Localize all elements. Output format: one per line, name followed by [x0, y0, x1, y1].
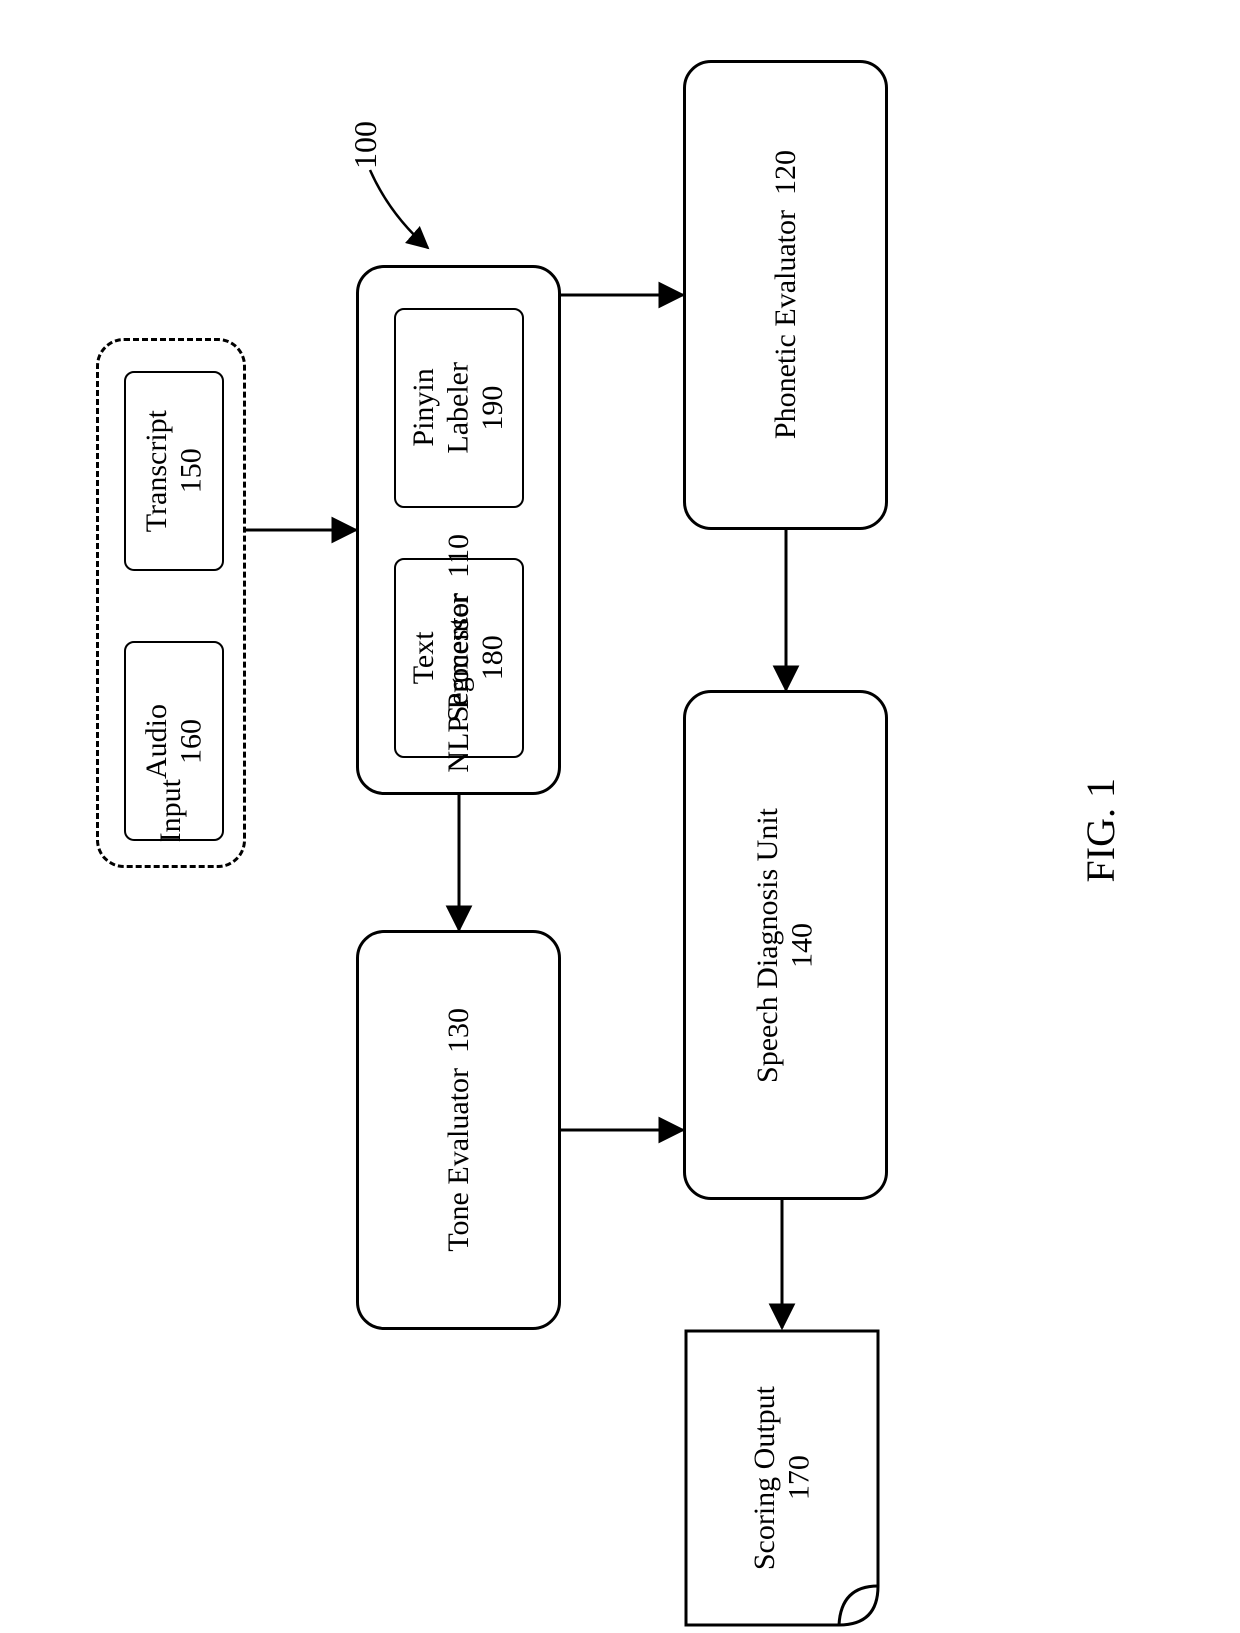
sdu-title: Speech Diagnosis Unit [751, 808, 786, 1083]
scoring-ref: 170 [782, 1456, 817, 1501]
tone-ref: 130 [442, 1008, 475, 1053]
diagram-canvas: 100 Input Transcript 150 Audio 160 NLP P… [0, 0, 1240, 1633]
input-container: Input Transcript 150 Audio 160 [96, 338, 246, 868]
transcript-ref: 150 [174, 449, 209, 494]
phonetic-evaluator-box: Phonetic Evaluator 120 [683, 60, 888, 530]
nlp-container: NLP Processor 110 Pinyin Labeler 190 Tex… [356, 265, 561, 795]
seg-line2: Segmenter [442, 594, 477, 722]
pinyin-line1: Pinyin [407, 369, 442, 447]
phonetic-title: Phonetic Evaluator [769, 210, 802, 439]
figure-label-text: FIG. 1 [1077, 778, 1124, 882]
audio-box: Audio 160 [124, 641, 224, 841]
audio-ref: 160 [174, 719, 209, 764]
audio-title: Audio [140, 704, 175, 779]
speech-diagnosis-box: Speech Diagnosis Unit 140 [683, 690, 888, 1200]
phonetic-ref: 120 [769, 150, 802, 195]
tone-evaluator-box: Tone Evaluator 130 [356, 930, 561, 1330]
scoring-title: Scoring Output [748, 1386, 783, 1570]
text-segmenter-box: Text Segmenter 180 [394, 558, 524, 758]
scoring-output-doc: Scoring Output 170 [683, 1328, 881, 1628]
seg-line1: Text [407, 632, 442, 685]
pinyin-line2: Labeler [442, 362, 477, 454]
transcript-box: Transcript 150 [124, 371, 224, 571]
transcript-title: Transcript [140, 410, 175, 532]
pinyin-labeler-box: Pinyin Labeler 190 [394, 308, 524, 508]
sdu-ref: 140 [786, 923, 821, 968]
system-ref-label: 100 [330, 125, 400, 165]
tone-title: Tone Evaluator [442, 1068, 475, 1252]
figure-label: FIG. 1 [1040, 700, 1160, 960]
leader-100 [370, 170, 428, 248]
seg-ref: 180 [476, 636, 511, 681]
pinyin-ref: 190 [476, 386, 511, 431]
system-ref-text: 100 [347, 121, 384, 169]
